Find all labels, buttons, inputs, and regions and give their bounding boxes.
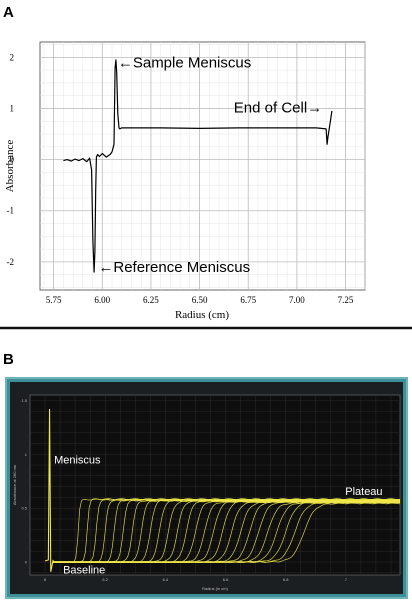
x-tick-label: 5.75 — [46, 295, 62, 305]
annotation-plateau: Plateau — [345, 486, 382, 498]
panel-b: B 6 6.2 6.4 6.6 6.8 7 1.5 1 0.5 0 Radius (in cm)… — [3, 351, 408, 599]
x-tick-label: 6.75 — [240, 295, 256, 305]
x-tick-label: 6.00 — [94, 295, 110, 305]
panel-b-x-ticks: 6 6.2 6.4 6.6 6.8 7 — [44, 577, 348, 582]
x-tick-label: 6.50 — [192, 295, 208, 305]
panel-a-major-grid — [40, 42, 365, 290]
x-tick-label: 6.25 — [143, 295, 159, 305]
annotation-end-of-cell: End of Cell→ — [234, 99, 322, 116]
y-tick-label: -1 — [7, 206, 15, 216]
panel-a-x-axis-title: Radius (cm) — [175, 309, 229, 321]
panel-a-series-line — [63, 59, 333, 273]
panel-a-letter: A — [3, 4, 14, 21]
x-tick-label: 6.8 — [283, 577, 289, 582]
y-tick-label: 1 — [25, 452, 28, 457]
x-tick-label: 7 — [345, 577, 348, 582]
x-tick-label: 6.2 — [102, 577, 108, 582]
x-tick-label: 6.4 — [163, 577, 169, 582]
panel-b-meniscus-spike — [44, 409, 54, 572]
y-tick-label: 0.5 — [21, 506, 27, 511]
panel-b-scan-lines — [52, 498, 401, 563]
y-tick-label: -2 — [7, 257, 15, 267]
y-tick-label: 0 — [25, 560, 28, 565]
panel-b-plot-area — [29, 394, 401, 576]
scan-line — [52, 502, 401, 563]
y-tick-label: 0 — [10, 155, 15, 165]
panel-b-grid — [30, 395, 400, 575]
panel-b-letter: B — [3, 351, 14, 368]
x-tick-label: 7.00 — [289, 295, 305, 305]
annotation-sample-meniscus: ←Sample Meniscus — [118, 54, 251, 71]
x-tick-label: 7.25 — [338, 295, 354, 305]
panel-b-y-axis-title: Absorbance at 280 nm — [12, 464, 17, 505]
annotation-baseline: Baseline — [63, 565, 105, 577]
y-tick-label: 2 — [10, 52, 15, 62]
panel-a: A 5.75 6.00 6.25 6.50 6.75 7.00 7.25 2 1 0 -1 -2 R… — [3, 4, 366, 321]
panel-a-plot-area — [39, 41, 366, 291]
panel-a-y-axis-title: Absorbance — [4, 140, 16, 193]
x-tick-label: 6 — [44, 577, 47, 582]
y-tick-label: 1 — [10, 103, 15, 113]
annotation-meniscus: Meniscus — [54, 455, 101, 467]
annotation-reference-meniscus: ←Reference Meniscus — [98, 259, 250, 276]
panel-b-x-axis-title: Radius (in cm) — [202, 586, 228, 591]
panel-b-y-ticks: 1.5 1 0.5 0 — [21, 398, 27, 565]
panel-a-x-ticks: 5.75 6.00 6.25 6.50 6.75 7.00 7.25 — [46, 295, 354, 305]
y-tick-label: 1.5 — [21, 398, 27, 403]
x-tick-label: 6.6 — [223, 577, 229, 582]
panel-a-y-ticks: 2 1 0 -1 -2 — [7, 52, 15, 267]
